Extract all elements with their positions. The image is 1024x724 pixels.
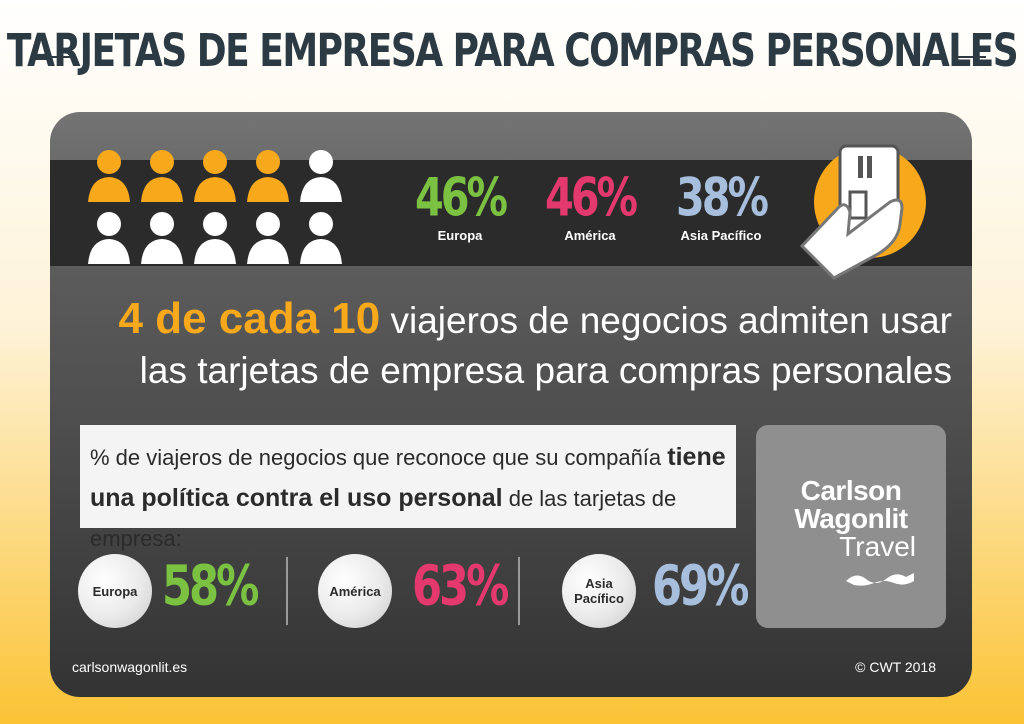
- person-icon: [300, 212, 342, 264]
- person-icon: [194, 150, 236, 202]
- person-icon: [141, 150, 183, 202]
- stat-europa: 46% Europa: [410, 165, 510, 243]
- globe-europa-icon: Europa: [78, 554, 152, 628]
- divider: [518, 557, 520, 625]
- title-rule-right: [952, 56, 986, 58]
- policy-text-2: de las tarjetas de empresa:: [90, 486, 677, 551]
- stat-value: 46%: [414, 165, 508, 229]
- person-icon: [247, 212, 289, 264]
- headline-line2: las tarjetas de empresa para compras per…: [139, 350, 952, 391]
- policy-value-america: 63%: [412, 553, 509, 619]
- globe-america-icon: América: [318, 554, 392, 628]
- person-icon: [247, 150, 289, 202]
- footer-website[interactable]: carlsonwagonlit.es: [72, 659, 188, 675]
- stat-region: Asia Pacífico: [680, 228, 762, 243]
- person-icon: [141, 212, 183, 264]
- person-icon: [88, 212, 130, 264]
- stat-value: 38%: [675, 165, 769, 229]
- footer-copyright: © CWT 2018: [855, 659, 936, 675]
- stat-america: 46% América: [540, 165, 640, 243]
- stat-region: América: [564, 228, 616, 243]
- divider: [286, 557, 288, 625]
- globe-label: Asia Pacífico: [574, 576, 624, 606]
- stat-asia-pacifico: 38% Asia Pacífico: [666, 165, 776, 243]
- globe-label: América: [329, 583, 381, 599]
- policy-value-asia-pacifico: 69%: [652, 553, 749, 619]
- logo-wave-icon: [846, 573, 914, 586]
- logo-line2: Wagonlit: [794, 503, 908, 534]
- logo-line1: Carlson: [800, 475, 902, 506]
- headline-line1: 4 de cada 10 viajeros de negocios admite…: [72, 294, 953, 346]
- title-rule-left: [38, 56, 72, 58]
- person-icon: [300, 150, 342, 202]
- logo-line3: Travel: [839, 531, 916, 562]
- headline-line1-text: viajeros de negocios admiten usar: [380, 300, 953, 341]
- policy-text-1: % de viajeros de negocios que reconoce q…: [90, 445, 668, 470]
- cwt-logo: Carlson Wagonlit Travel: [756, 425, 946, 628]
- person-icon: [194, 212, 236, 264]
- headline: 4 de cada 10 viajeros de negocios admite…: [72, 294, 953, 396]
- policy-value-europa: 58%: [162, 553, 259, 619]
- policy-question-box: % de viajeros de negocios que reconoce q…: [80, 425, 736, 551]
- policy-text-emphasis: tiene una política contra el uso persona…: [90, 443, 726, 512]
- person-icon: [88, 150, 130, 202]
- card-in-hand-icon: [799, 144, 926, 280]
- globe-label: Europa: [92, 583, 138, 599]
- stat-value: 46%: [544, 165, 638, 229]
- title-area: TARJETAS DE EMPRESA PARA COMPRAS PERSONA…: [0, 18, 1024, 88]
- page-title: TARJETAS DE EMPRESA PARA COMPRAS PERSONA…: [6, 26, 1019, 78]
- stat-region: Europa: [437, 228, 483, 243]
- globe-asia-pacifico-icon: Asia Pacífico: [562, 554, 636, 628]
- policy-question: % de viajeros de negocios que reconoce q…: [90, 437, 730, 559]
- headline-highlight: 4 de cada 10: [118, 294, 381, 343]
- infographic-panel: 46% Europa 46% América 38% Asia Pacífico…: [50, 112, 972, 697]
